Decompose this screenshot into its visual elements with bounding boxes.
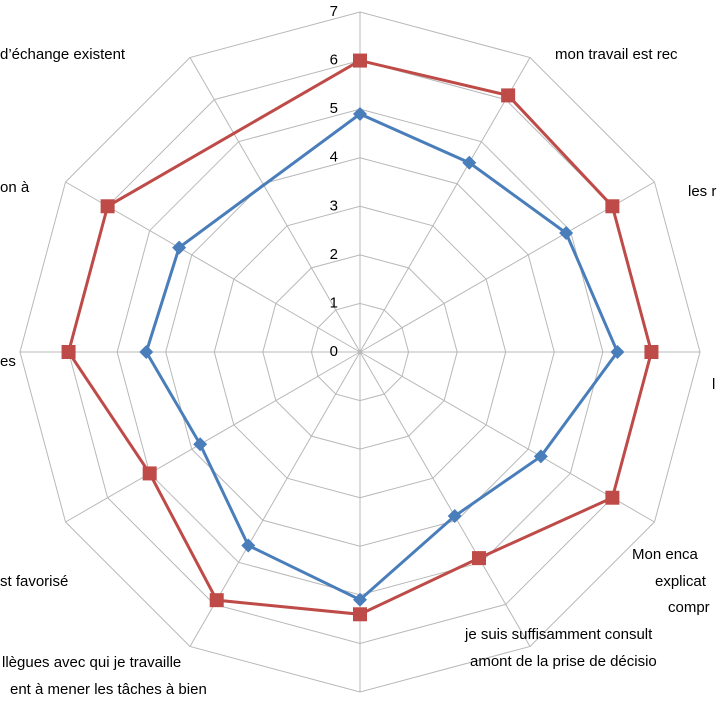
spoke (65, 181, 361, 353)
spoke (189, 57, 361, 353)
marker (172, 240, 187, 255)
marker (605, 490, 620, 505)
r-tick-label: 4 (330, 149, 338, 166)
category-label: d’échange existent (0, 46, 126, 63)
category-label: l (712, 376, 715, 393)
marker (241, 538, 256, 553)
marker (100, 199, 115, 214)
marker (605, 199, 620, 214)
marker (139, 345, 154, 359)
category-label: je suis suffisamment consult (464, 626, 653, 643)
category-label: on à (0, 179, 30, 196)
marker (559, 226, 574, 240)
category-label: les r (688, 183, 716, 200)
marker (193, 437, 208, 452)
spoke (359, 181, 655, 353)
r-tick-label: 5 (330, 100, 338, 117)
marker (533, 449, 548, 464)
category-label: compr (668, 599, 710, 616)
marker (462, 155, 477, 170)
marker (353, 107, 367, 121)
marker (472, 551, 486, 566)
category-label: mon travail est rec (555, 46, 678, 63)
category-label: es (0, 353, 16, 370)
spoke (359, 57, 531, 353)
marker (644, 345, 659, 359)
r-tick-label: 3 (330, 197, 338, 214)
series-line (144, 112, 620, 602)
marker (61, 345, 76, 359)
r-tick-label: 1 (330, 294, 338, 311)
marker (501, 88, 516, 103)
r-tick-label: 2 (330, 246, 338, 263)
category-label: llègues avec qui je travaille (2, 654, 181, 671)
spoke (359, 351, 531, 647)
marker (353, 592, 367, 607)
category-label: explicat (655, 573, 707, 590)
r-tick-label: 0 (330, 343, 338, 360)
series-line (66, 58, 653, 616)
marker (447, 509, 462, 524)
marker (209, 593, 224, 608)
category-label: st favorisé (0, 573, 68, 590)
category-label: ent à mener les tâches à bien (10, 681, 207, 698)
r-tick-label: 7 (330, 3, 338, 20)
r-tick-label: 6 (330, 52, 338, 69)
category-label: Mon enca (632, 546, 699, 563)
spoke (359, 351, 655, 523)
marker (353, 607, 367, 622)
spoke (65, 351, 361, 523)
marker (142, 466, 157, 481)
marker (353, 53, 367, 68)
marker (610, 345, 625, 359)
category-label: amont de la prise de décisio (470, 653, 657, 670)
